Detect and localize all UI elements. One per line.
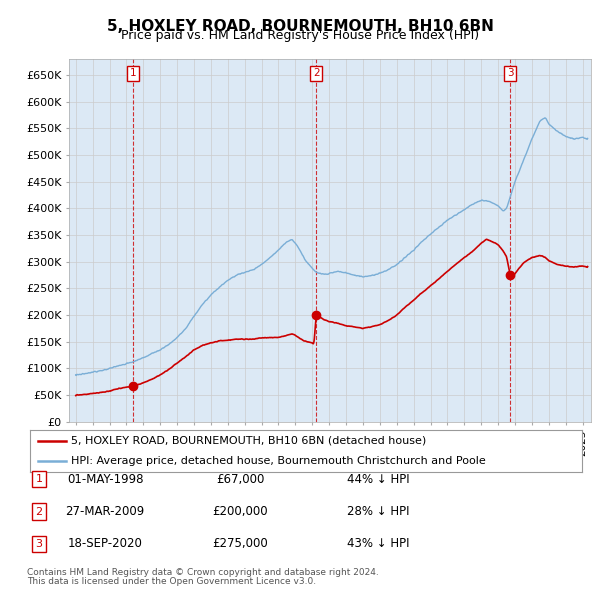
Text: 1: 1	[35, 474, 43, 484]
Text: Contains HM Land Registry data © Crown copyright and database right 2024.: Contains HM Land Registry data © Crown c…	[27, 568, 379, 577]
Text: 2: 2	[313, 68, 319, 78]
Text: 27-MAR-2009: 27-MAR-2009	[65, 505, 145, 518]
Text: 1: 1	[130, 68, 136, 78]
Text: £200,000: £200,000	[212, 505, 268, 518]
Text: Price paid vs. HM Land Registry's House Price Index (HPI): Price paid vs. HM Land Registry's House …	[121, 30, 479, 42]
Text: 18-SEP-2020: 18-SEP-2020	[68, 537, 142, 550]
Text: 2: 2	[35, 507, 43, 516]
Text: 44% ↓ HPI: 44% ↓ HPI	[347, 473, 409, 486]
Text: 43% ↓ HPI: 43% ↓ HPI	[347, 537, 409, 550]
Text: 5, HOXLEY ROAD, BOURNEMOUTH, BH10 6BN: 5, HOXLEY ROAD, BOURNEMOUTH, BH10 6BN	[107, 19, 493, 34]
Text: £275,000: £275,000	[212, 537, 268, 550]
Text: 01-MAY-1998: 01-MAY-1998	[67, 473, 143, 486]
Text: 3: 3	[507, 68, 514, 78]
Text: This data is licensed under the Open Government Licence v3.0.: This data is licensed under the Open Gov…	[27, 578, 316, 586]
Text: 3: 3	[35, 539, 43, 549]
Text: 5, HOXLEY ROAD, BOURNEMOUTH, BH10 6BN (detached house): 5, HOXLEY ROAD, BOURNEMOUTH, BH10 6BN (d…	[71, 436, 427, 446]
Text: HPI: Average price, detached house, Bournemouth Christchurch and Poole: HPI: Average price, detached house, Bour…	[71, 455, 486, 466]
Text: 28% ↓ HPI: 28% ↓ HPI	[347, 505, 409, 518]
Text: £67,000: £67,000	[216, 473, 264, 486]
